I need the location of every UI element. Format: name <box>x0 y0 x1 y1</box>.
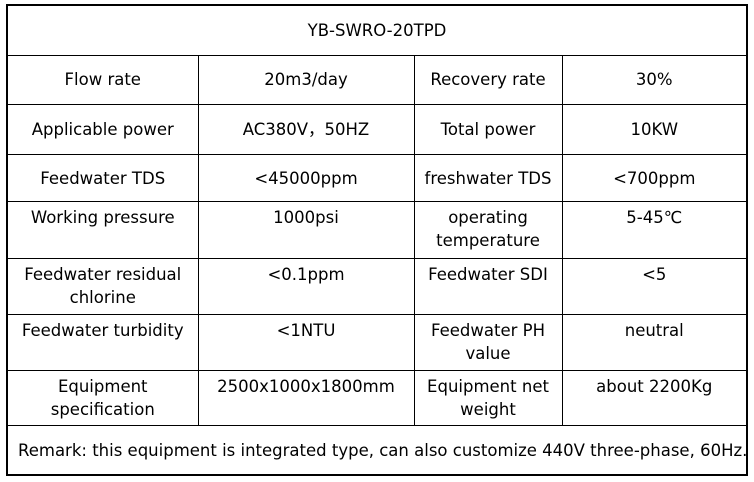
row-value: <45000ppm <box>197 154 415 203</box>
table-row: Equipment specification 2500x1000x1800mm… <box>6 369 748 427</box>
row-label: Equipment net weight <box>413 369 563 427</box>
row-value: <5 <box>561 257 748 315</box>
row-value: neutral <box>561 313 748 372</box>
row-label: operating temperature <box>413 201 563 259</box>
row-value: 2500x1000x1800mm <box>197 369 415 427</box>
row-value: about 2200Kg <box>561 369 748 427</box>
row-value: 30% <box>561 54 748 105</box>
row-value: 1000psi <box>197 201 415 259</box>
row-value: <1NTU <box>197 313 415 372</box>
row-label: Feedwater TDS <box>6 154 199 203</box>
row-label: Total power <box>413 103 563 156</box>
table-row: Working pressure 1000psi operating tempe… <box>6 201 748 259</box>
row-label: Applicable power <box>6 103 199 156</box>
row-value: 10KW <box>561 103 748 156</box>
row-value: <0.1ppm <box>197 257 415 315</box>
row-label: Recovery rate <box>413 54 563 105</box>
row-label: freshwater TDS <box>413 154 563 203</box>
row-label: Feedwater PH value <box>413 313 563 372</box>
row-value: 5-45℃ <box>561 201 748 259</box>
spec-table: YB-SWRO-20TPD Flow rate 20m3/day Recover… <box>6 4 748 476</box>
row-label: Feedwater turbidity <box>6 313 199 372</box>
table-row: Applicable power AC380V，50HZ Total power… <box>6 103 748 156</box>
row-value: 20m3/day <box>197 54 415 105</box>
table-row: Flow rate 20m3/day Recovery rate 30% <box>6 54 748 105</box>
row-label: Feedwater residual chlorine <box>6 257 199 315</box>
row-value: <700ppm <box>561 154 748 203</box>
row-label: Working pressure <box>6 201 199 259</box>
row-label: Flow rate <box>6 54 199 105</box>
remark-row: Remark: this equipment is integrated typ… <box>6 425 748 476</box>
title-row: YB-SWRO-20TPD <box>6 4 748 56</box>
remark-text: Remark: this equipment is integrated typ… <box>6 425 748 476</box>
row-label: Feedwater SDI <box>413 257 563 315</box>
row-value: AC380V，50HZ <box>197 103 415 156</box>
table-title: YB-SWRO-20TPD <box>6 4 748 56</box>
table-row: Feedwater residual chlorine <0.1ppm Feed… <box>6 257 748 315</box>
table-row: Feedwater turbidity <1NTU Feedwater PH v… <box>6 313 748 372</box>
table-row: Feedwater TDS <45000ppm freshwater TDS <… <box>6 154 748 203</box>
row-label: Equipment specification <box>6 369 199 427</box>
